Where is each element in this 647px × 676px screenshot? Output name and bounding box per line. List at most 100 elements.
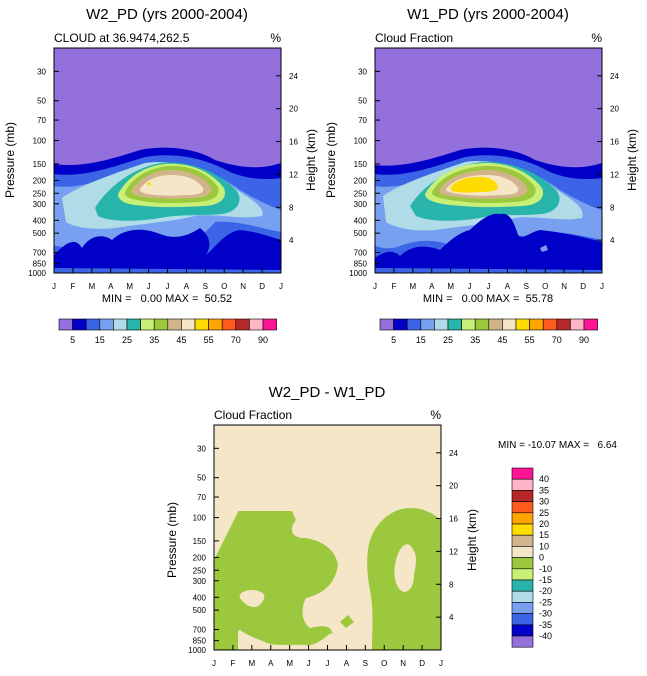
panel-diff-ylabel: Pressure (mb) [165,502,179,578]
colorbar-box [249,318,264,331]
panel-w2-height-axis: 24 20 16 12 8 4 [276,72,298,245]
colorbar-label: 35 [470,335,480,345]
y-tick-label: 400 [33,216,47,225]
panel-w1-minmax: MIN = 0.00 MAX = 55.78 [423,293,553,305]
y-tick-label: 30 [197,444,206,453]
colorbar-box [556,318,571,331]
height-tick-label: 12 [610,170,619,179]
height-tick-label: 24 [449,449,458,458]
colorbar-box [262,318,277,331]
x-tick-label: J [166,282,170,291]
y-tick-label: 150 [354,160,368,169]
y-tick-label: 50 [197,474,206,483]
y-tick-label: 400 [354,216,368,225]
panel-w2-contours [54,48,281,273]
colorbar-box [181,318,196,331]
x-tick-label: S [524,282,529,291]
colorbar-label: -40 [539,631,552,641]
colorbar-box [511,546,534,558]
x-tick-label: D [419,659,425,668]
colorbar-label: 45 [176,335,186,345]
y-tick-label: 300 [193,577,207,586]
colorbar-label: 55 [204,335,214,345]
colorbar-label: 70 [552,335,562,345]
x-tick-label: M [286,659,293,668]
y-tick-label: 70 [358,116,367,125]
x-tick-label: O [542,282,548,291]
panel-diff-ylabel-right: Height (km) [465,509,479,571]
height-tick-label: 16 [610,138,619,147]
panel-w2-y-ticks [54,70,59,274]
height-tick-label: 12 [289,170,298,179]
colorbar-box [434,318,449,331]
colorbar-label: 15 [95,335,105,345]
colorbar-box [511,512,534,525]
x-tick-label: A [429,282,435,291]
y-tick-label: 150 [193,537,207,546]
panel-diff-percent: % [430,408,441,422]
panel-w1: W1_PD (yrs 2000-2004) Cloud Fraction % 3… [324,6,639,305]
colorbar-w1: 5 15 25 35 45 55 70 90 [379,318,598,345]
y-tick-label: 200 [354,176,368,185]
y-tick-label: 1000 [349,269,367,278]
colorbar-box [570,318,585,331]
panel-diff-height-axis: 24 20 16 12 8 4 [436,449,458,622]
colorbar-box [85,318,101,331]
colorbar-box [58,318,73,331]
height-tick-label: 20 [449,482,458,491]
colorbar-box [474,318,490,331]
y-tick-label: 70 [37,116,46,125]
y-tick-label: 400 [193,593,207,602]
contour-fill-olive-west [214,511,338,646]
panel-w1-percent: % [591,31,602,45]
colorbar-label: -35 [539,620,552,630]
panel-w2-percent: % [270,31,281,45]
colorbar-label: 25 [122,335,132,345]
panel-w1-height-axis: 24 20 16 12 8 4 [597,72,619,245]
colorbar-box [208,318,223,331]
x-tick-label: J [373,282,377,291]
colorbar-label: 15 [416,335,426,345]
y-tick-label: 1000 [188,646,206,655]
y-tick-label: 100 [193,514,207,523]
y-tick-label: 850 [193,637,207,646]
height-tick-label: 20 [610,105,619,114]
colorbar-box [99,318,114,331]
colorbar-box [511,624,534,637]
colorbar-w2: 5 15 25 35 45 55 70 90 [58,318,277,345]
height-tick-label: 24 [610,72,619,81]
colorbar-box [235,318,250,331]
x-tick-label: F [391,282,396,291]
panel-w1-contours [375,48,602,273]
colorbar-box [153,318,169,331]
colorbar-w2-boxes [58,318,277,331]
x-tick-label: N [240,282,246,291]
contour-fill-navy-low [375,213,602,273]
y-tick-label: 50 [37,97,46,106]
panel-w2-minmax: MIN = 0.00 MAX = 50.52 [102,293,232,305]
colorbar-label: 20 [539,519,549,529]
colorbar-box [126,318,141,331]
x-tick-label: O [221,282,227,291]
x-tick-label: J [212,659,216,668]
y-tick-label: 70 [197,493,206,502]
colorbar-label: 90 [579,335,589,345]
contour-fill-yellow [450,177,498,193]
colorbar-box [379,318,394,331]
height-tick-label: 12 [449,547,458,556]
x-tick-label: F [70,282,75,291]
y-tick-label: 700 [193,625,207,634]
y-tick-label: 200 [193,553,207,562]
x-tick-label: A [505,282,511,291]
colorbar-box [511,523,534,536]
x-tick-label: M [88,282,95,291]
colorbar-box [221,318,237,331]
x-tick-label: A [184,282,190,291]
colorbar-box [502,318,517,331]
x-tick-label: M [447,282,454,291]
